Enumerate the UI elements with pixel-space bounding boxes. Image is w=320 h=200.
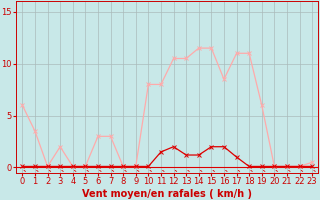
X-axis label: Vent moyen/en rafales ( km/h ): Vent moyen/en rafales ( km/h ) (82, 189, 252, 199)
